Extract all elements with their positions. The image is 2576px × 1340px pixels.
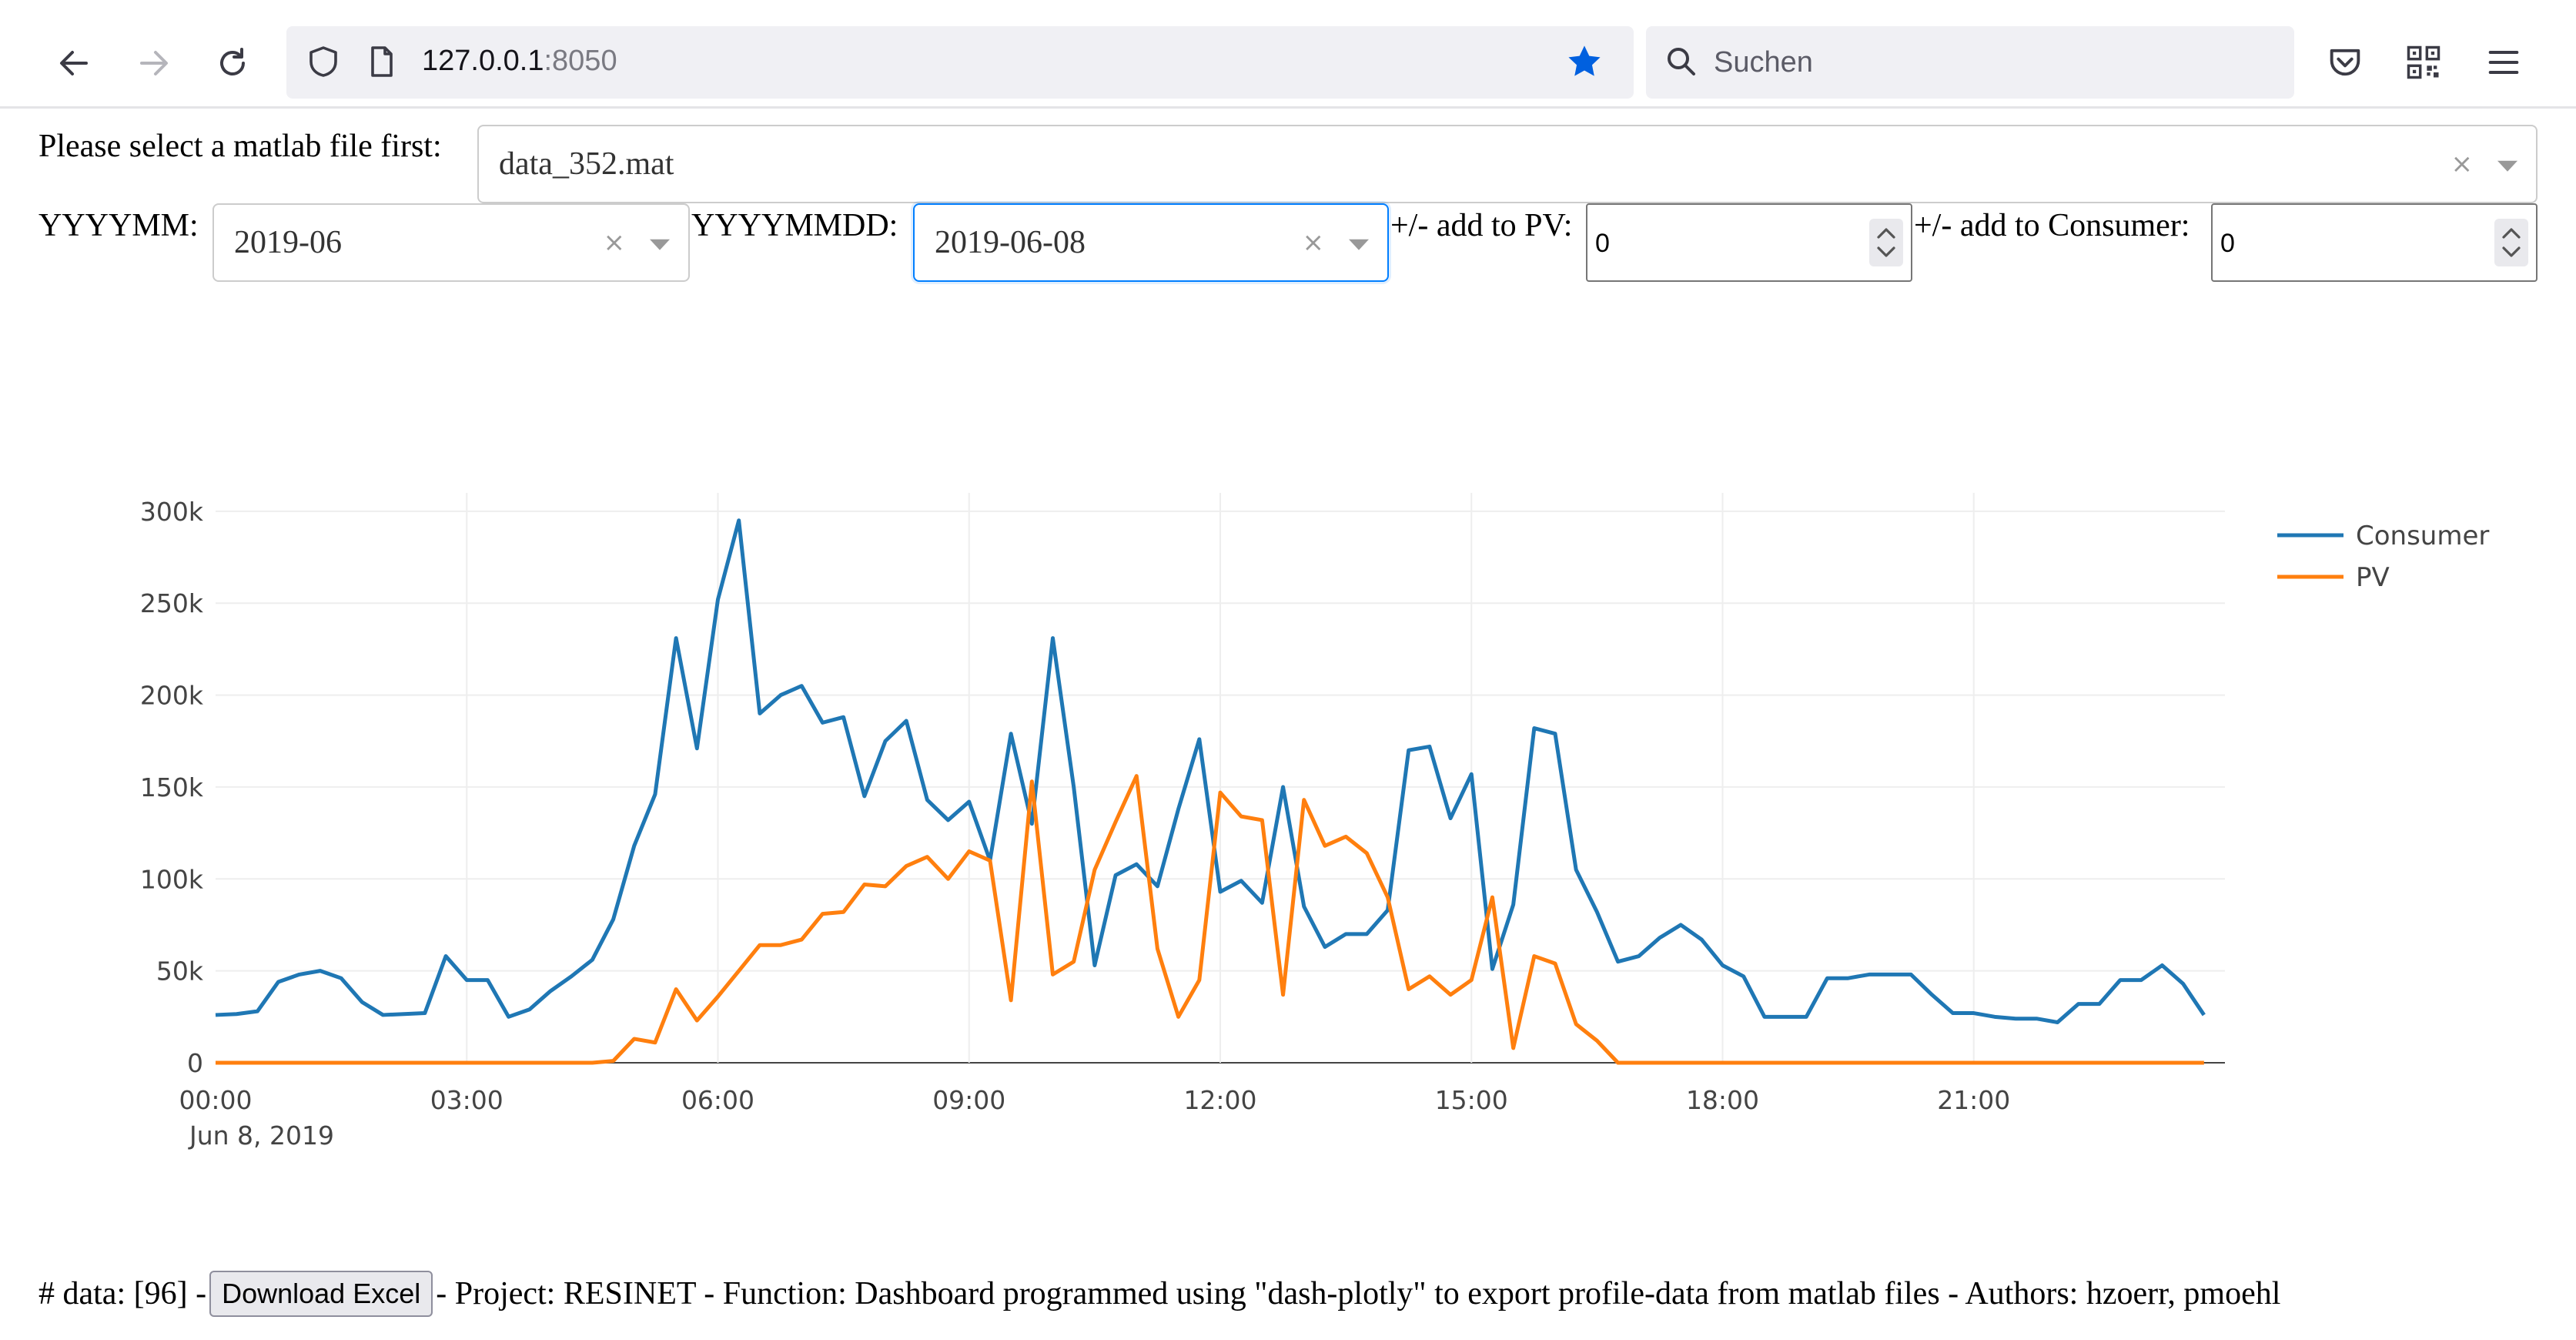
day-clear-icon[interactable]: ×	[1302, 227, 1325, 258]
series-line-pv[interactable]	[216, 774, 2204, 1065]
y-tick-label: 250k	[140, 588, 204, 618]
page-icon[interactable]	[363, 43, 400, 80]
x-tick-label: 03:00	[430, 1085, 503, 1115]
grid-lines	[216, 493, 2225, 1064]
series-line-consumer[interactable]	[215, 518, 2206, 1024]
url-port: :8050	[544, 45, 617, 77]
back-arrow-icon	[60, 51, 88, 75]
month-dropdown[interactable]: 2019-06 ×	[212, 203, 690, 282]
pv-offset-value: 0	[1595, 229, 1610, 259]
y-axis-ticks: 0 50k 100k 150k 200k 250k 300k	[140, 497, 204, 1078]
month-clear-icon[interactable]: ×	[603, 227, 626, 258]
legend[interactable]: Consumer PV	[2277, 521, 2489, 593]
y-tick-label: 300k	[140, 497, 204, 527]
consumer-offset-value: 0	[2220, 229, 2235, 259]
reload-icon	[220, 48, 245, 75]
series-lines	[215, 518, 2206, 1065]
search-placeholder: Suchen	[1714, 46, 1813, 79]
x-date-label: Jun 8, 2019	[188, 1121, 334, 1151]
month-dropdown-value: 2019-06	[234, 225, 342, 260]
pv-offset-label: +/- add to PV:	[1390, 208, 1573, 243]
url-host: 127.0.0.1	[422, 45, 544, 77]
pocket-icon[interactable]	[2325, 42, 2365, 82]
month-chevron-down-icon[interactable]	[650, 239, 670, 250]
footer: # data: [96] - Download Excel - Project:…	[38, 1271, 2280, 1317]
x-axis-ticks: 00:00 03:00 06:00 09:00 12:00 15:00 18:00 21:00…	[179, 1085, 2010, 1151]
stepper-arrows-icon	[2502, 228, 2521, 257]
footer-project-info: - Project: RESINET - Function: Dashboard…	[436, 1276, 2281, 1312]
address-bar[interactable]: 127.0.0.1:8050	[286, 26, 1634, 99]
day-label: YYYYMMDD:	[691, 208, 898, 243]
consumer-offset-input[interactable]: 0	[2211, 203, 2538, 282]
y-tick-label: 150k	[140, 772, 204, 802]
y-tick-label: 0	[187, 1048, 203, 1078]
file-clear-icon[interactable]: ×	[2451, 149, 2474, 179]
url-text: 127.0.0.1:8050	[422, 45, 617, 78]
bookmark-star-icon[interactable]	[1564, 42, 1604, 82]
day-chevron-down-icon[interactable]	[1349, 239, 1369, 250]
line-chart[interactable]: 0 50k 100k 150k 200k 250k 300k 00:00 03:00 06:00…	[0, 454, 2576, 1186]
x-tick-label: 15:00	[1435, 1085, 1508, 1115]
legend-item-pv[interactable]: PV	[2356, 562, 2390, 593]
pv-offset-stepper[interactable]	[1869, 219, 1903, 266]
qr-code-icon[interactable]	[2404, 42, 2444, 82]
month-label: YYYYMM:	[38, 208, 199, 243]
x-tick-label: 12:00	[1183, 1085, 1256, 1115]
footer-data-count: # data: [96] -	[38, 1276, 207, 1312]
consumer-offset-stepper[interactable]	[2494, 219, 2528, 266]
x-tick-label: 21:00	[1937, 1085, 2010, 1115]
download-excel-button[interactable]: Download Excel	[209, 1271, 433, 1317]
browser-toolbar: 127.0.0.1:8050 Suchen	[0, 0, 2576, 109]
x-tick-label: 06:00	[681, 1085, 754, 1115]
y-tick-label: 50k	[156, 956, 204, 987]
day-dropdown-value: 2019-06-08	[935, 225, 1086, 260]
reload-button[interactable]	[196, 26, 269, 100]
x-tick-label: 18:00	[1686, 1085, 1759, 1115]
search-bar[interactable]: Suchen	[1646, 26, 2294, 99]
consumer-offset-label: +/- add to Consumer:	[1914, 208, 2190, 243]
stepper-arrows-icon	[1877, 228, 1895, 257]
y-tick-label: 200k	[140, 681, 204, 711]
day-dropdown[interactable]: 2019-06-08 ×	[913, 203, 1389, 282]
hamburger-menu-icon[interactable]	[2484, 42, 2524, 82]
y-tick-label: 100k	[140, 864, 204, 894]
back-button[interactable]	[37, 26, 111, 100]
file-dropdown-value: data_352.mat	[499, 146, 674, 182]
file-chevron-down-icon[interactable]	[2497, 160, 2517, 172]
forward-arrow-icon	[140, 51, 168, 75]
file-dropdown[interactable]: data_352.mat ×	[477, 125, 2538, 203]
pv-offset-input[interactable]: 0	[1586, 203, 1912, 282]
forward-button[interactable]	[117, 26, 191, 100]
legend-item-consumer[interactable]: Consumer	[2356, 521, 2489, 551]
file-select-label: Please select a matlab file first:	[38, 129, 442, 164]
shield-icon[interactable]	[305, 43, 342, 80]
search-icon	[1668, 48, 1695, 75]
x-tick-label: 09:00	[932, 1085, 1005, 1115]
x-tick-label: 00:00	[179, 1085, 252, 1115]
